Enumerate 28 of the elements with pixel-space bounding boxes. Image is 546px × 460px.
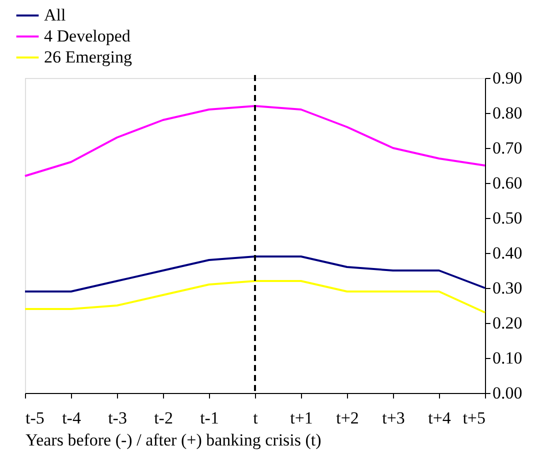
y-tick-label: 0.70 bbox=[492, 138, 522, 158]
y-tick-label: 0.10 bbox=[492, 348, 522, 368]
y-tick-label: 0.80 bbox=[492, 104, 522, 122]
line-series bbox=[24, 105, 486, 177]
legend-label: All bbox=[44, 6, 66, 24]
y-tick-label: 0.30 bbox=[492, 278, 522, 298]
x-tick-label: t-3 bbox=[108, 408, 127, 428]
x-tick-label: t+3 bbox=[382, 408, 405, 428]
line-series bbox=[24, 256, 486, 292]
x-tick-label: t+4 bbox=[428, 408, 452, 428]
line-series bbox=[24, 280, 486, 314]
x-axis-title: Years before (-) / after (+) banking crisis (t) bbox=[26, 430, 322, 450]
x-tick-label: t-2 bbox=[154, 408, 173, 428]
x-tick-label: t-5 bbox=[26, 408, 44, 428]
legend-label: 4 Developed bbox=[44, 26, 131, 46]
y-tick-label: 0.40 bbox=[492, 244, 522, 262]
legend-label: 26 Emerging bbox=[44, 48, 132, 66]
x-tick-label: t-1 bbox=[200, 408, 219, 428]
y-tick-label: 0.90 bbox=[492, 68, 522, 88]
y-tick-label: 0.50 bbox=[492, 208, 522, 228]
y-tick-label: 0.60 bbox=[492, 174, 522, 192]
x-tick-label: t-4 bbox=[62, 408, 82, 428]
x-tick-label: t+2 bbox=[336, 408, 359, 428]
x-tick-label: t+5 bbox=[462, 408, 486, 428]
y-tick-label: 0.20 bbox=[492, 314, 522, 332]
y-tick-label: 0.00 bbox=[492, 384, 522, 402]
x-tick-label: t+1 bbox=[290, 408, 313, 428]
x-tick-label: t bbox=[253, 408, 258, 428]
